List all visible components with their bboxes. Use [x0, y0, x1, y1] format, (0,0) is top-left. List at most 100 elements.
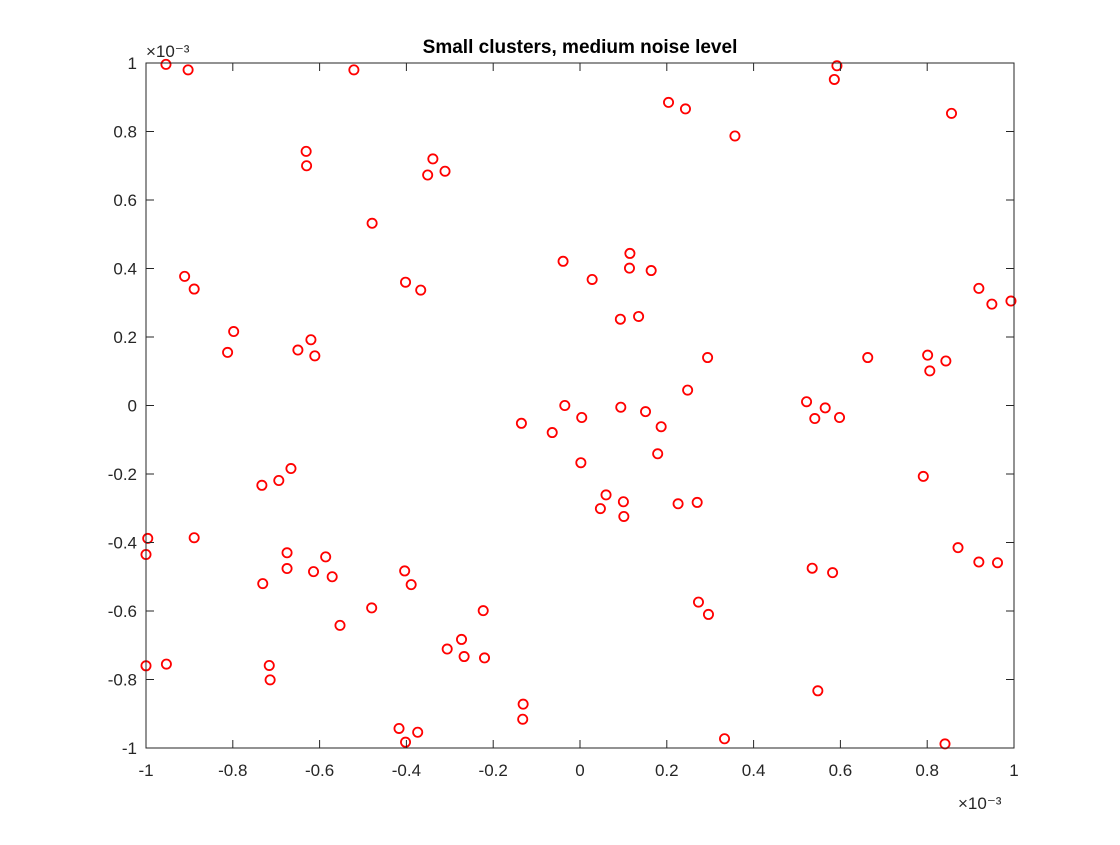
data-point: [922, 349, 934, 361]
data-point: [326, 571, 338, 583]
data-point: [366, 217, 378, 229]
data-point: [729, 130, 741, 142]
data-point: [160, 58, 172, 70]
data-point: [615, 401, 627, 413]
data-point: [692, 596, 704, 608]
data-point: [672, 498, 684, 510]
data-point: [663, 96, 675, 108]
data-point: [546, 427, 558, 439]
data-point: [917, 470, 929, 482]
data-point: [623, 262, 635, 274]
data-point: [691, 496, 703, 508]
data-point: [924, 365, 936, 377]
data-point: [477, 605, 489, 617]
data-point: [320, 551, 332, 563]
y-tick-label: -0.2: [108, 465, 137, 484]
data-point: [309, 350, 321, 362]
data-point: [285, 463, 297, 475]
data-point: [806, 562, 818, 574]
data-point: [559, 399, 571, 411]
data-point: [655, 421, 667, 433]
data-point: [422, 169, 434, 181]
y-tick-label: 0.6: [113, 191, 137, 210]
chart-title: Small clusters, medium noise level: [423, 37, 738, 58]
data-point: [586, 273, 598, 285]
data-point: [281, 563, 293, 575]
x-tick-label: -1: [138, 761, 153, 780]
data-point: [812, 685, 824, 697]
data-point: [305, 334, 317, 346]
data-point: [719, 733, 731, 745]
data-point: [393, 722, 405, 734]
x-tick-label: 0: [575, 761, 584, 780]
data-point: [400, 276, 412, 288]
data-point: [415, 284, 427, 296]
data-point: [456, 633, 468, 645]
marks-layer: [140, 58, 1017, 750]
y-tick-label: -0.4: [108, 534, 137, 553]
data-point: [400, 736, 412, 748]
data-point: [986, 298, 998, 310]
data-point: [405, 579, 417, 591]
x-axis-exponent-label: ×10⁻³: [958, 794, 1002, 813]
data-point: [292, 344, 304, 356]
x-tick-label: -0.6: [305, 761, 334, 780]
data-point: [557, 255, 569, 267]
data-point: [334, 619, 346, 631]
data-point: [222, 346, 234, 358]
data-point: [973, 282, 985, 294]
data-point: [517, 698, 529, 710]
data-point: [441, 643, 453, 655]
y-tick-label: 0.4: [113, 260, 137, 279]
data-point: [182, 64, 194, 76]
y-tick-label: 0: [128, 397, 137, 416]
x-tick-label: 1: [1009, 761, 1018, 780]
data-point: [264, 674, 276, 686]
data-point: [399, 565, 411, 577]
data-point: [809, 413, 821, 425]
x-tick-label: -0.4: [392, 761, 421, 780]
data-point: [160, 658, 172, 670]
data-point: [679, 103, 691, 115]
data-point: [179, 270, 191, 282]
data-point: [517, 713, 529, 725]
x-tick-label: 0.8: [915, 761, 939, 780]
data-point: [479, 652, 491, 664]
data-point: [801, 396, 813, 408]
data-point: [702, 352, 714, 364]
data-point: [458, 651, 470, 663]
data-point: [940, 355, 952, 367]
data-point: [946, 107, 958, 119]
data-point: [831, 60, 843, 72]
x-tick-label: -0.8: [218, 761, 247, 780]
x-tick-label: -0.2: [479, 761, 508, 780]
data-point: [973, 556, 985, 568]
data-point: [576, 411, 588, 423]
data-point: [992, 557, 1004, 569]
data-point: [348, 64, 360, 76]
data-point: [618, 510, 630, 522]
data-point: [281, 547, 293, 559]
y-tick-label: -1: [122, 739, 137, 758]
plot-area-frame: [145, 62, 1015, 749]
y-tick-label: 0.8: [113, 123, 137, 142]
data-point: [366, 602, 378, 614]
data-point: [652, 448, 664, 460]
y-tick-label: 0.2: [113, 328, 137, 347]
x-tick-label: 0.6: [829, 761, 853, 780]
data-point: [301, 160, 313, 172]
data-point: [828, 73, 840, 85]
data-point: [702, 608, 714, 620]
x-tick-label: 0.2: [655, 761, 679, 780]
data-point: [819, 402, 831, 414]
data-point: [300, 145, 312, 157]
data-point: [188, 283, 200, 295]
data-point: [834, 411, 846, 423]
data-point: [439, 165, 451, 177]
data-point: [614, 313, 626, 325]
data-point: [617, 496, 629, 508]
data-point: [308, 566, 320, 578]
data-point: [862, 352, 874, 364]
